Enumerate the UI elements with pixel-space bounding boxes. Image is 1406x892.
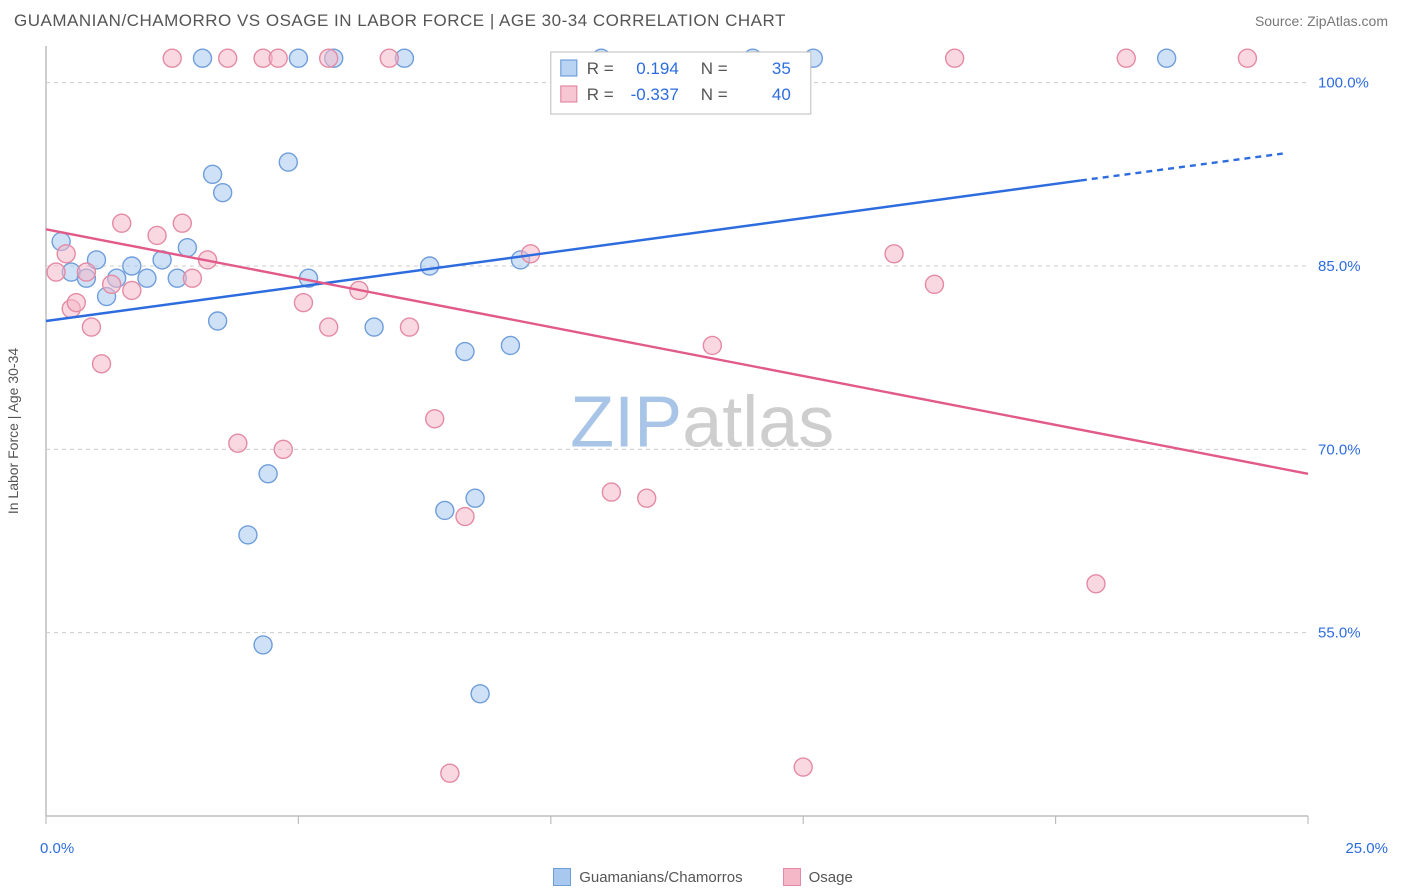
scatter-point [183, 269, 201, 287]
y-axis-label: In Labor Force | Age 30-34 [5, 348, 21, 515]
svg-text:35: 35 [772, 59, 791, 78]
scatter-point [123, 281, 141, 299]
y-tick-label: 70.0% [1318, 441, 1361, 458]
x-axis-max-label: 25.0% [1345, 840, 1388, 857]
scatter-point [466, 489, 484, 507]
scatter-point [320, 318, 338, 336]
scatter-point [47, 263, 65, 281]
legend-label: Osage [809, 869, 853, 886]
scatter-point [113, 214, 131, 232]
scatter-point [456, 343, 474, 361]
scatter-point [1087, 575, 1105, 593]
svg-text:40: 40 [772, 85, 791, 104]
scatter-point [638, 489, 656, 507]
scatter-point [703, 336, 721, 354]
scatter-point [400, 318, 418, 336]
scatter-point [67, 294, 85, 312]
y-tick-label: 85.0% [1318, 258, 1361, 275]
scatter-point [123, 257, 141, 275]
scatter-point [289, 49, 307, 67]
scatter-point [602, 483, 620, 501]
watermark: ZIPatlas [570, 382, 834, 462]
source-prefix: Source: [1255, 13, 1307, 29]
svg-text:R =: R = [587, 59, 614, 78]
scatter-point [471, 685, 489, 703]
chart-header: GUAMANIAN/CHAMORRO VS OSAGE IN LABOR FOR… [0, 0, 1406, 42]
plot-area: 55.0%70.0%85.0%100.0%In Labor Force | Ag… [40, 42, 1388, 834]
scatter-point [365, 318, 383, 336]
scatter-point [229, 434, 247, 452]
scatter-point [294, 294, 312, 312]
scatter-point [209, 312, 227, 330]
svg-text:R =: R = [587, 85, 614, 104]
scatter-point [214, 184, 232, 202]
stats-legend: R = 0.194 N = 35 R = -0.337 N = 40 [551, 52, 811, 114]
svg-text:-0.337: -0.337 [631, 85, 679, 104]
scatter-point [320, 49, 338, 67]
x-axis-min-label: 0.0% [40, 840, 74, 857]
scatter-point [269, 49, 287, 67]
scatter-point [193, 49, 211, 67]
scatter-point [219, 49, 237, 67]
correlation-chart: 55.0%70.0%85.0%100.0%In Labor Force | Ag… [40, 42, 1388, 834]
svg-text:0.194: 0.194 [636, 59, 679, 78]
scatter-point [946, 49, 964, 67]
source-link[interactable]: ZipAtlas.com [1307, 13, 1388, 29]
scatter-point [279, 153, 297, 171]
scatter-point [239, 526, 257, 544]
legend-item-osage: Osage [783, 868, 853, 886]
scatter-point [178, 239, 196, 257]
scatter-point [925, 275, 943, 293]
legend-label: Guamanians/Chamorros [579, 869, 742, 886]
bottom-legend: Guamanians/Chamorros Osage [0, 862, 1406, 892]
scatter-point [456, 508, 474, 526]
scatter-point [1238, 49, 1256, 67]
scatter-point [501, 336, 519, 354]
scatter-point [138, 269, 156, 287]
x-axis-end-labels: 0.0% 25.0% [40, 840, 1388, 860]
scatter-point [274, 440, 292, 458]
scatter-point [148, 226, 166, 244]
scatter-point [77, 263, 95, 281]
scatter-point [885, 245, 903, 263]
legend-swatch-icon [553, 868, 571, 886]
trend-line [46, 180, 1081, 321]
scatter-point [1158, 49, 1176, 67]
svg-text:N =: N = [701, 85, 728, 104]
scatter-point [1117, 49, 1135, 67]
scatter-point [380, 49, 398, 67]
source-attribution: Source: ZipAtlas.com [1255, 13, 1388, 29]
scatter-point [441, 764, 459, 782]
y-tick-label: 55.0% [1318, 625, 1361, 642]
scatter-point [426, 410, 444, 428]
scatter-point [93, 355, 111, 373]
chart-title: GUAMANIAN/CHAMORRO VS OSAGE IN LABOR FOR… [14, 11, 786, 31]
scatter-point [794, 758, 812, 776]
scatter-point [163, 49, 181, 67]
y-tick-label: 100.0% [1318, 75, 1369, 92]
legend-swatch-icon [783, 868, 801, 886]
scatter-point [103, 275, 121, 293]
scatter-point [259, 465, 277, 483]
svg-text:N =: N = [701, 59, 728, 78]
scatter-point [436, 501, 454, 519]
scatter-point [173, 214, 191, 232]
scatter-point [57, 245, 75, 263]
scatter-point [204, 165, 222, 183]
scatter-point [254, 636, 272, 654]
legend-item-guamanians: Guamanians/Chamorros [553, 868, 742, 886]
scatter-point [82, 318, 100, 336]
scatter-point [421, 257, 439, 275]
trend-line-extrapolated [1081, 154, 1283, 181]
